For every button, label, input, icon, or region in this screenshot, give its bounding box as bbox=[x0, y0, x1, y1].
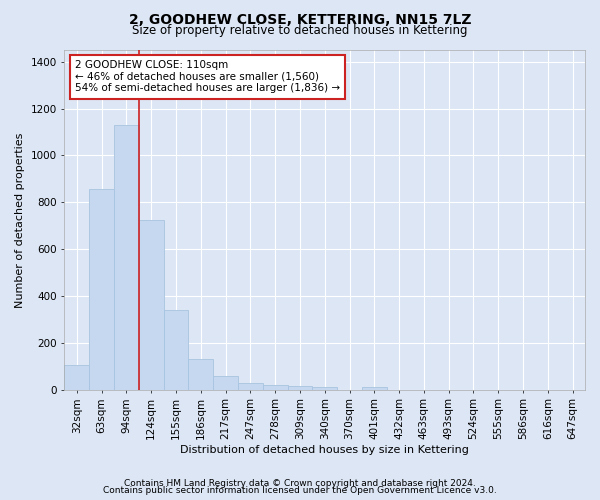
Bar bbox=[164, 310, 188, 390]
Bar bbox=[313, 388, 337, 390]
X-axis label: Distribution of detached houses by size in Kettering: Distribution of detached houses by size … bbox=[180, 445, 469, 455]
Bar bbox=[362, 388, 386, 390]
Bar bbox=[238, 382, 263, 390]
Bar bbox=[64, 365, 89, 390]
Text: 2 GOODHEW CLOSE: 110sqm
← 46% of detached houses are smaller (1,560)
54% of semi: 2 GOODHEW CLOSE: 110sqm ← 46% of detache… bbox=[75, 60, 340, 94]
Bar bbox=[139, 220, 164, 390]
Bar bbox=[89, 190, 114, 390]
Text: Size of property relative to detached houses in Kettering: Size of property relative to detached ho… bbox=[132, 24, 468, 37]
Bar bbox=[287, 386, 313, 390]
Bar bbox=[263, 385, 287, 390]
Bar bbox=[213, 376, 238, 390]
Y-axis label: Number of detached properties: Number of detached properties bbox=[15, 132, 25, 308]
Text: Contains public sector information licensed under the Open Government Licence v3: Contains public sector information licen… bbox=[103, 486, 497, 495]
Text: Contains HM Land Registry data © Crown copyright and database right 2024.: Contains HM Land Registry data © Crown c… bbox=[124, 478, 476, 488]
Bar bbox=[114, 125, 139, 390]
Bar bbox=[188, 359, 213, 390]
Text: 2, GOODHEW CLOSE, KETTERING, NN15 7LZ: 2, GOODHEW CLOSE, KETTERING, NN15 7LZ bbox=[129, 12, 471, 26]
